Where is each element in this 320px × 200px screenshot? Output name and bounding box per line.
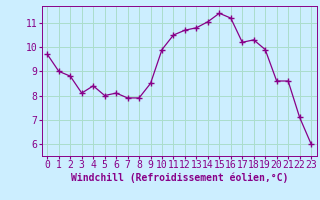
X-axis label: Windchill (Refroidissement éolien,°C): Windchill (Refroidissement éolien,°C) xyxy=(70,173,288,183)
